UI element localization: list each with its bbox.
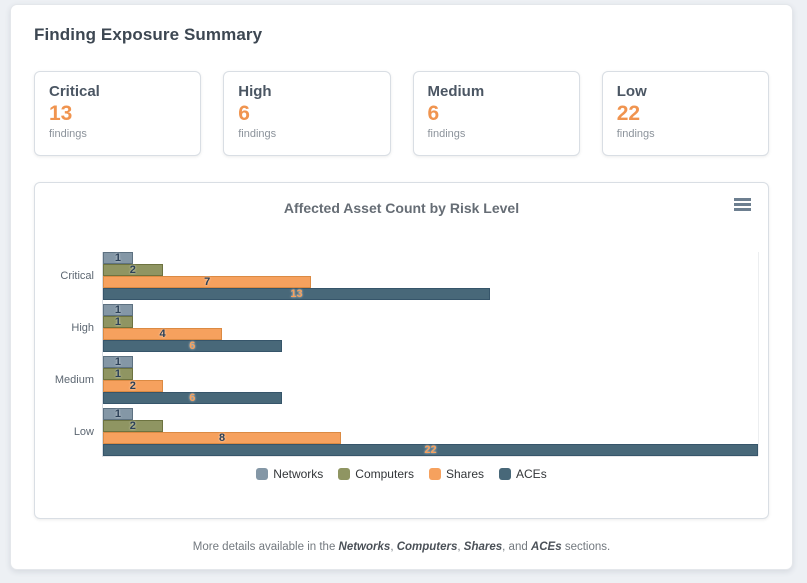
summary-card-low: Low 22 findings bbox=[601, 71, 769, 156]
bar-computers-medium[interactable]: 1 bbox=[103, 368, 133, 380]
legend-label: Shares bbox=[445, 467, 485, 481]
bar-computers-critical[interactable]: 2 bbox=[103, 264, 163, 276]
bar-value-label: 1 bbox=[114, 408, 121, 420]
bar-shares-medium[interactable]: 2 bbox=[103, 380, 163, 392]
summary-cards-row: Critical 13 findings High 6 findings Med… bbox=[34, 71, 769, 156]
legend-label: Computers bbox=[355, 467, 414, 481]
bar-computers-high[interactable]: 1 bbox=[103, 316, 133, 328]
bar-networks-low[interactable]: 1 bbox=[103, 408, 133, 420]
bar-shares-low[interactable]: 8 bbox=[103, 432, 342, 444]
bar-networks-medium[interactable]: 1 bbox=[103, 356, 133, 368]
bar-shares-critical[interactable]: 7 bbox=[103, 276, 312, 288]
bar-value-label: 2 bbox=[129, 264, 136, 276]
chart-category-row-low: Low 1 2 8 22 bbox=[74, 408, 758, 456]
footer-note: More details available in the Networks , … bbox=[34, 541, 769, 553]
hamburger-line bbox=[734, 208, 751, 211]
bar-value-label: 4 bbox=[159, 328, 166, 340]
bar-value-label: 1 bbox=[114, 304, 121, 316]
legend-swatch-icon bbox=[428, 468, 441, 480]
summary-card-critical: Critical 13 findings bbox=[34, 71, 202, 156]
summary-card-medium: Medium 6 findings bbox=[412, 71, 580, 156]
category-axis-label: Low bbox=[73, 426, 94, 438]
hamburger-line bbox=[734, 198, 751, 201]
card-label: High bbox=[238, 83, 272, 100]
chart-legend: Networks Computers Shares ACEs bbox=[35, 467, 768, 481]
legend-label: ACEs bbox=[516, 467, 547, 481]
bar-value-label: 22 bbox=[424, 444, 437, 456]
hamburger-line bbox=[734, 203, 751, 206]
bar-value-label: 6 bbox=[189, 392, 196, 404]
card-unit: findings bbox=[49, 128, 87, 140]
bar-value-label: 6 bbox=[189, 340, 196, 352]
bar-aces-low[interactable]: 22 bbox=[103, 444, 758, 456]
chart-card: Affected Asset Count by Risk Level Criti… bbox=[34, 182, 769, 519]
bar-chart-plot: Critical 1 2 7 13 High 1 1 4 6 Medium 1 1 2 6 Low 1 2 8 22 bbox=[55, 252, 759, 457]
card-label: Critical bbox=[49, 83, 100, 100]
footer-text: sections. bbox=[561, 541, 611, 553]
category-axis-label: Critical bbox=[60, 270, 94, 282]
footer-text: , and bbox=[502, 541, 531, 553]
footer-section-name: Networks bbox=[338, 541, 391, 553]
finding-exposure-summary-panel: Finding Exposure Summary Critical 13 fin… bbox=[10, 4, 793, 570]
bar-value-label: 2 bbox=[129, 420, 136, 432]
footer-text: More details available in the bbox=[192, 541, 339, 553]
footer-text: , bbox=[457, 541, 464, 553]
bar-value-label: 8 bbox=[219, 432, 226, 444]
card-unit: findings bbox=[238, 128, 277, 140]
legend-item-computers[interactable]: Computers bbox=[338, 467, 414, 481]
chart-category-row-critical: Critical 1 2 7 13 bbox=[60, 252, 758, 300]
bar-networks-critical[interactable]: 1 bbox=[103, 252, 133, 264]
bar-value-label: 13 bbox=[290, 288, 303, 300]
legend-item-shares[interactable]: Shares bbox=[428, 467, 485, 481]
chart-category-row-high: High 1 1 4 6 bbox=[71, 304, 758, 352]
legend-swatch-icon bbox=[256, 468, 269, 480]
legend-swatch-icon bbox=[338, 468, 351, 480]
summary-card-high: High 6 findings bbox=[223, 71, 391, 156]
legend-item-networks[interactable]: Networks bbox=[256, 467, 323, 481]
bar-value-label: 1 bbox=[114, 316, 121, 328]
card-label: Medium bbox=[427, 83, 485, 100]
legend-item-aces[interactable]: ACEs bbox=[499, 467, 547, 481]
legend-swatch-icon bbox=[499, 468, 512, 480]
card-label: Low bbox=[616, 83, 647, 100]
bar-value-label: 7 bbox=[204, 276, 211, 288]
card-unit: findings bbox=[427, 128, 466, 140]
bar-aces-critical[interactable]: 13 bbox=[103, 288, 491, 300]
hamburger-icon[interactable] bbox=[734, 198, 751, 211]
card-count: 6 bbox=[427, 102, 440, 125]
category-axis-label: Medium bbox=[54, 374, 94, 386]
bar-value-label: 1 bbox=[114, 252, 121, 264]
legend-label: Networks bbox=[273, 467, 324, 481]
card-unit: findings bbox=[616, 128, 655, 140]
chart-title: Affected Asset Count by Risk Level bbox=[283, 200, 520, 216]
bar-aces-medium[interactable]: 6 bbox=[103, 392, 282, 404]
bar-networks-high[interactable]: 1 bbox=[103, 304, 133, 316]
bar-computers-low[interactable]: 2 bbox=[103, 420, 163, 432]
bar-value-label: 1 bbox=[114, 368, 121, 380]
card-count: 22 bbox=[616, 102, 641, 125]
chart-category-row-medium: Medium 1 1 2 6 bbox=[55, 356, 758, 404]
page-title: Finding Exposure Summary bbox=[34, 25, 263, 44]
bar-aces-high[interactable]: 6 bbox=[103, 340, 282, 352]
footer-section-name: ACEs bbox=[530, 541, 562, 553]
bar-value-label: 1 bbox=[114, 356, 121, 368]
bar-shares-high[interactable]: 4 bbox=[103, 328, 223, 340]
card-count: 13 bbox=[49, 102, 73, 125]
bar-value-label: 2 bbox=[129, 380, 136, 392]
footer-text: , bbox=[390, 541, 397, 553]
category-axis-label: High bbox=[71, 322, 94, 334]
card-count: 6 bbox=[238, 102, 250, 125]
footer-section-name: Shares bbox=[463, 541, 503, 553]
footer-section-name: Computers bbox=[396, 541, 458, 553]
